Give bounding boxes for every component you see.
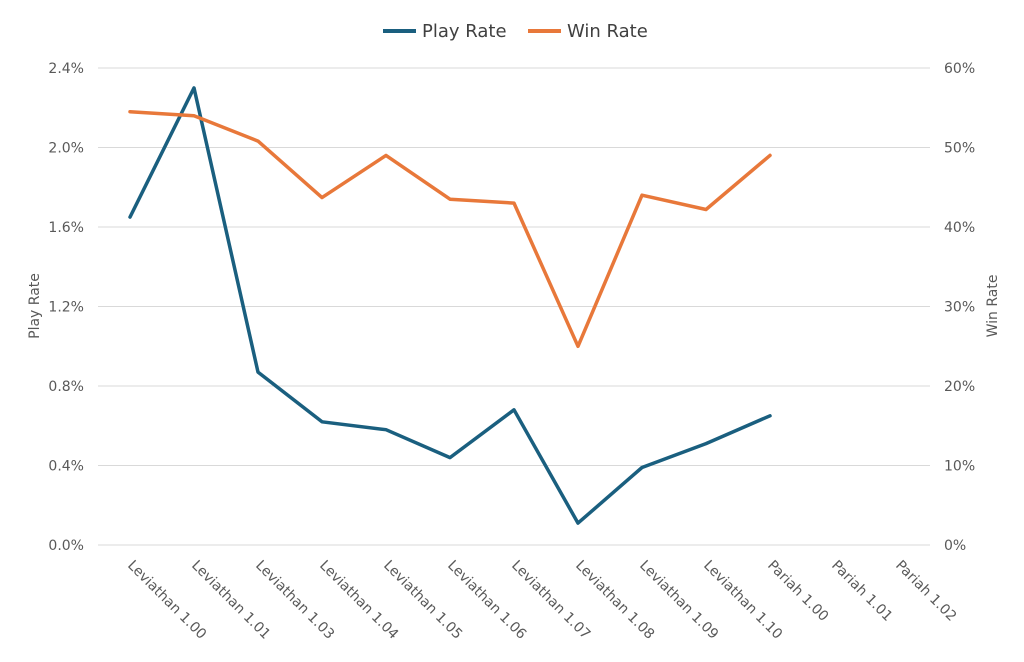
right-tick-label: 50% <box>944 141 975 157</box>
right-tick-label: 0% <box>944 538 966 554</box>
series-line-win-rate <box>128 109 772 349</box>
x-tick-label: Pariah 1.01 <box>828 558 895 625</box>
right-tick-label: 40% <box>944 220 975 236</box>
left-tick-label: 0.8% <box>48 379 84 395</box>
legend-label-win-rate: Win Rate <box>567 21 648 42</box>
series-line-play-rate <box>128 86 772 525</box>
left-tick-label: 1.2% <box>48 300 84 316</box>
right-tick-label: 10% <box>944 459 975 475</box>
left-axis-ticks: 0.0% 0.4% 0.8% 1.2% 1.6% 2.0% 2.4% <box>48 61 84 554</box>
right-tick-label: 20% <box>944 379 975 395</box>
x-tick-label: Pariah 1.02 <box>892 558 959 625</box>
right-axis-ticks: 0% 10% 20% 30% 40% 50% 60% <box>944 61 975 554</box>
right-tick-label: 30% <box>944 300 975 316</box>
left-tick-label: 2.0% <box>48 141 84 157</box>
x-tick-label: Pariah 1.00 <box>764 558 831 625</box>
left-tick-label: 0.4% <box>48 459 84 475</box>
gridlines <box>98 67 930 546</box>
legend: Play Rate Win Rate <box>383 21 648 42</box>
left-axis-title: Play Rate <box>27 273 43 339</box>
left-tick-label: 1.6% <box>48 220 84 236</box>
left-tick-label: 0.0% <box>48 538 84 554</box>
legend-label-play-rate: Play Rate <box>422 21 507 42</box>
series-lines <box>128 86 772 525</box>
left-tick-label: 2.4% <box>48 61 84 77</box>
right-tick-label: 60% <box>944 61 975 77</box>
right-axis-title: Win Rate <box>985 275 1001 338</box>
